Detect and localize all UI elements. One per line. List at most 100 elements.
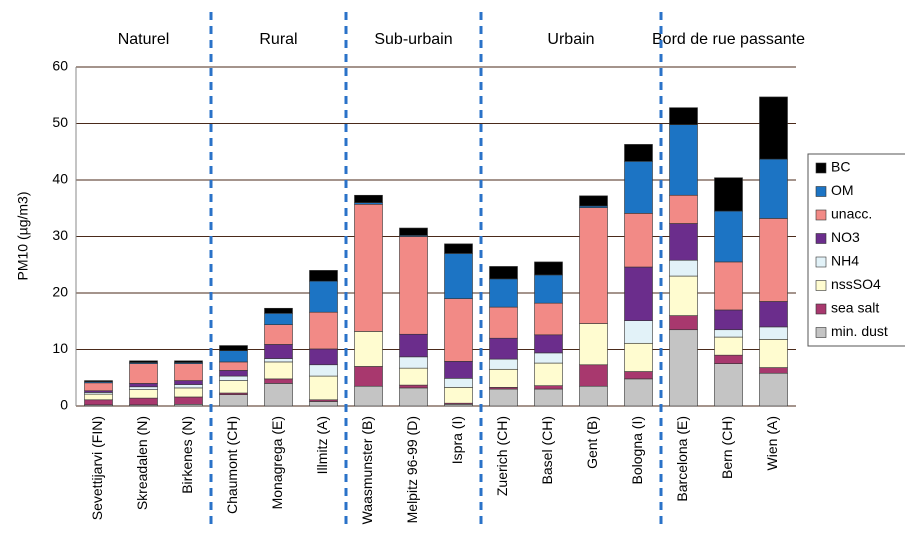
bar-segment [84, 393, 113, 401]
bar-segment [534, 274, 563, 304]
bar-segment [489, 368, 518, 388]
bar-segment [84, 382, 113, 392]
bar-segment [534, 352, 563, 364]
bar-segment [534, 334, 563, 354]
bar-segment [399, 384, 428, 389]
bar-segment [129, 397, 158, 406]
bar-segment [219, 375, 248, 381]
group-label: Bord de rue passante [652, 31, 805, 48]
bar-segment [579, 323, 608, 366]
bar-segment [489, 358, 518, 370]
legend-label: nssSO4 [831, 276, 881, 292]
y-axis-label: PM10 (µg/m3) [15, 192, 31, 281]
bar-segment [714, 261, 743, 311]
legend-label: OM [831, 182, 854, 198]
x-tick-label: Waasmunster (B) [359, 416, 375, 524]
bar-segment [444, 361, 473, 379]
bar-segment [489, 388, 518, 407]
bar-segment [489, 266, 518, 280]
bar-segment [354, 331, 383, 367]
legend-label: BC [831, 159, 850, 175]
y-tick-label: 60 [52, 58, 68, 74]
bar-segment [759, 367, 788, 374]
legend-label: NH4 [831, 253, 859, 269]
group-label: Sub-urbain [374, 31, 452, 48]
group-label: Urbain [547, 31, 594, 48]
legend-box [807, 153, 905, 347]
bar-segment [669, 315, 698, 331]
x-tick-label: Ispra (I) [449, 416, 465, 464]
bar-segment [624, 213, 653, 268]
x-tick-label: Monagrega (E) [269, 416, 285, 509]
bar-segment [759, 218, 788, 302]
bar-segment [354, 194, 383, 203]
bar-segment [264, 307, 293, 314]
bar-segment [534, 302, 563, 336]
bar-segment [174, 380, 203, 385]
bar-segment [174, 396, 203, 405]
bar-segment [759, 158, 788, 219]
bar-segment [669, 259, 698, 277]
bar-segment [624, 342, 653, 372]
bar-segment [624, 161, 653, 214]
bar-segment [489, 337, 518, 360]
x-tick-label: Skreadalen (N) [134, 416, 150, 510]
bar-segment [219, 380, 248, 394]
bar-segment [714, 177, 743, 212]
bar-segment [579, 385, 608, 407]
x-tick-label: Melpitz 96-99 (D) [404, 416, 420, 523]
group-label: Naturel [118, 31, 170, 48]
bar-segment [759, 301, 788, 328]
bar-segment [579, 364, 608, 387]
legend-swatch [815, 233, 827, 244]
x-tick-label: Birkenes (N) [179, 416, 195, 494]
bar-segment [714, 309, 743, 331]
bar-segment [444, 298, 473, 362]
y-tick-label: 0 [60, 397, 68, 413]
bar-segment [624, 378, 653, 407]
bar-segment [219, 394, 248, 407]
bar-segment [669, 223, 698, 261]
bar-segment [174, 363, 203, 381]
bar-segment [669, 194, 698, 224]
bar-segment [174, 384, 203, 389]
legend-label: min. dust [831, 323, 888, 339]
bar-segment [219, 361, 248, 371]
bar-segment [84, 399, 113, 406]
bar-segment [219, 345, 248, 351]
bar-segment [534, 362, 563, 386]
bar-segment [309, 311, 338, 350]
x-tick-label: Bologna (I) [629, 416, 645, 484]
bar-segment [624, 371, 653, 380]
legend-swatch [815, 162, 827, 174]
x-tick-label: Sevettijarvi (FIN) [89, 416, 105, 520]
bar-segment [759, 339, 788, 368]
bar-segment [354, 203, 383, 332]
bar-segment [399, 356, 428, 369]
x-tick-label: Basel (CH) [539, 416, 555, 484]
bar-segment [309, 348, 338, 366]
bar-segment [759, 96, 788, 160]
bar-segment [309, 375, 338, 401]
bar-segment [444, 243, 473, 254]
bar-segment [759, 372, 788, 407]
x-tick-label: Zuerich (CH) [494, 416, 510, 496]
bar-segment [174, 360, 203, 363]
bar-segment [624, 144, 653, 162]
y-tick-label: 10 [52, 340, 68, 356]
legend-swatch [815, 256, 827, 268]
legend-swatch [815, 209, 827, 221]
bar-segment [579, 195, 608, 207]
bar-segment [129, 389, 158, 399]
bar-segment [714, 336, 743, 356]
bar-segment [309, 280, 338, 313]
bar-segment [354, 385, 383, 407]
x-tick-label: Bern (CH) [719, 416, 735, 479]
bar-segment [534, 261, 563, 276]
bar-segment [444, 387, 473, 404]
y-tick-label: 40 [52, 171, 68, 187]
bar-segment [714, 354, 743, 364]
bar-segment [309, 401, 338, 407]
bar-segment [219, 370, 248, 377]
